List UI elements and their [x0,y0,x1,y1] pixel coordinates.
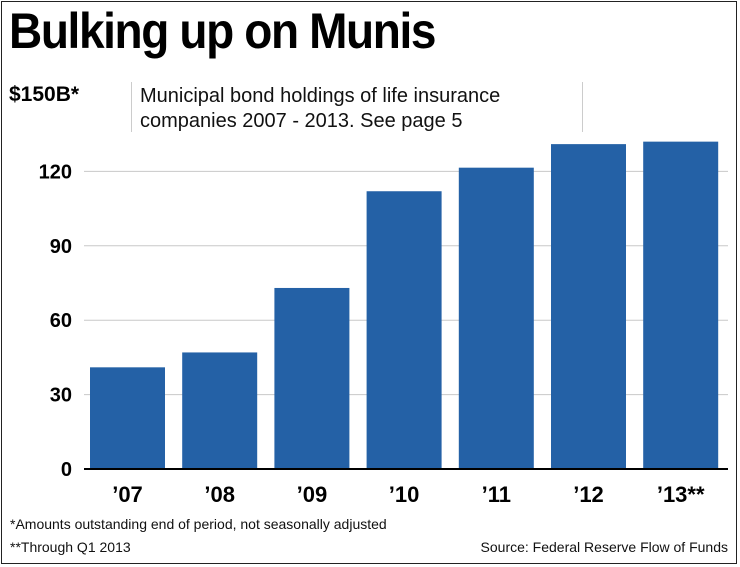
x-tick-label-4: ’11 [482,482,511,507]
bar-3 [366,191,442,470]
x-tick-label-5: ’12 [573,482,604,507]
x-tick-label-3: ’10 [389,482,420,507]
x-tick-label-1: ’08 [204,482,235,507]
x-tick-label-6: ’13** [657,482,705,507]
bar-1 [182,352,258,469]
y-tick-label-90: 90 [50,236,72,258]
footnote-amounts: *Amounts outstanding end of period, not … [10,516,387,532]
chart-title: Bulking up on Munis [9,3,436,59]
subtitle-box [131,82,583,132]
bars [90,141,719,470]
chart-subtitle: Municipal bond holdings of life insuranc… [140,85,501,132]
x-tick-label-0: ’07 [112,482,143,507]
y-tick-label-120: 120 [39,161,72,183]
y-tick-labels: 0 30 60 90 120 [39,161,72,481]
bar-5 [551,144,626,469]
bar-0 [90,367,165,469]
y-axis-max-label: $150B* [9,83,80,106]
x-tick-labels: ’07 ’08 ’09 ’10 ’11 ’12 ’13** [112,482,705,507]
source-note: Source: Federal Reserve Flow of Funds [480,539,728,555]
bar-2 [274,287,350,469]
footnote-through-q1: **Through Q1 2013 [10,539,131,555]
x-tick-label-2: ’09 [297,482,328,507]
y-tick-label-60: 60 [50,310,72,332]
bar-6 [643,141,719,469]
bar-4 [458,167,534,469]
y-tick-label-0: 0 [61,459,72,481]
y-tick-label-30: 30 [50,385,72,407]
